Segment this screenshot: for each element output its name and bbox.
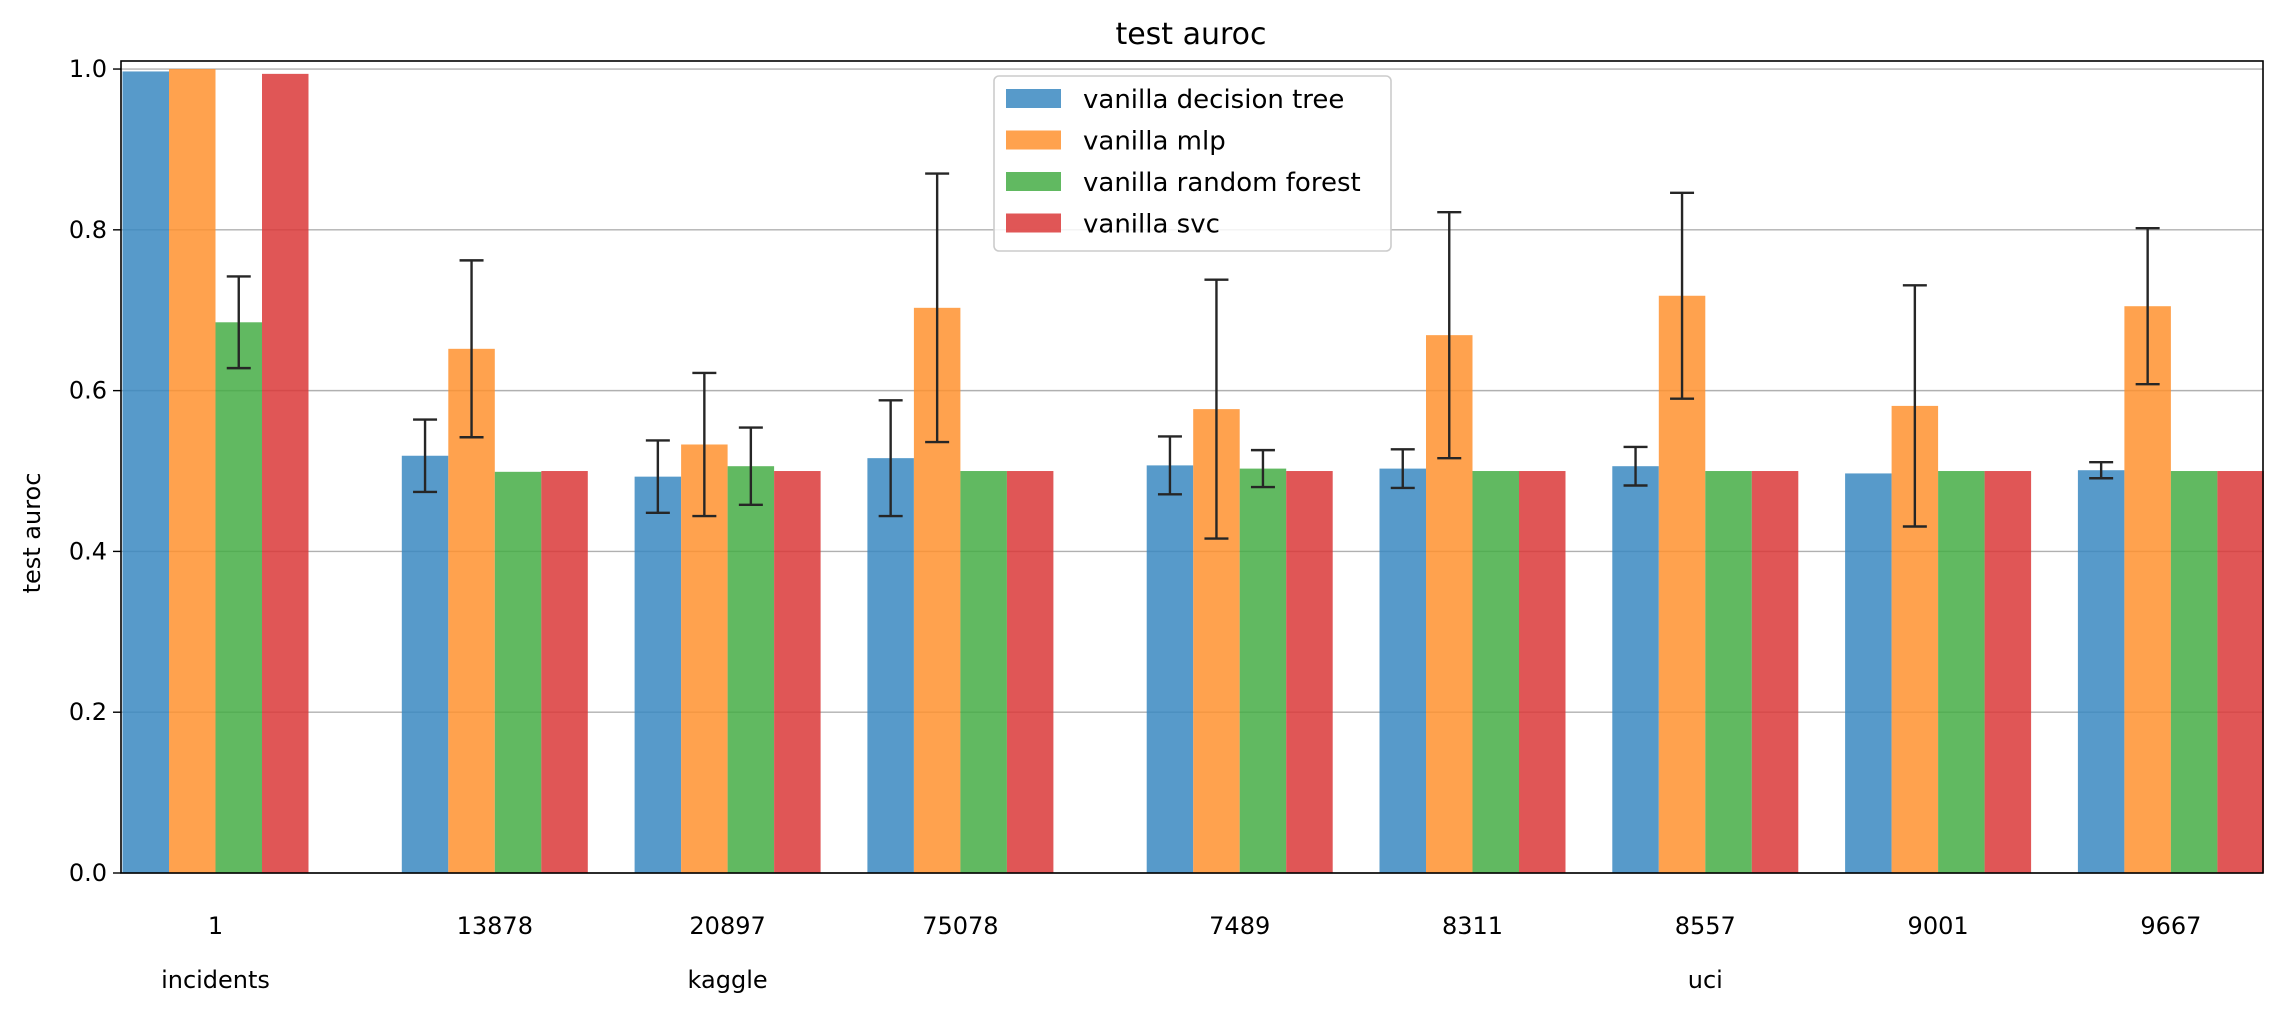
- y-tick-label: 0.0: [69, 859, 107, 887]
- x-tick-label: 7489: [1209, 912, 1270, 940]
- plot-frame: [120, 60, 2264, 874]
- x-tick-label: 8557: [1675, 912, 1736, 940]
- bar: [541, 471, 588, 873]
- bars: [122, 69, 2264, 874]
- bar: [169, 69, 216, 873]
- bar: [262, 73, 309, 874]
- x-tick-label: 75078: [922, 912, 998, 940]
- y-axis-ticks: 0.0 0.2 0.4 0.6 0.8 1.0: [69, 55, 121, 887]
- bar: [1845, 473, 1892, 873]
- bar: [1612, 466, 1659, 873]
- bar: [2170, 471, 2218, 873]
- bar: [215, 322, 262, 874]
- bar: [1984, 471, 2032, 873]
- bar: [960, 471, 1007, 873]
- legend-swatch: [1006, 89, 1061, 108]
- bar: [2124, 306, 2171, 874]
- bar: [2077, 470, 2125, 873]
- chart-title: test auroc: [1115, 17, 1266, 52]
- bar: [634, 476, 682, 873]
- x-group-label: kaggle: [688, 966, 768, 994]
- x-group-labels: incidents kaggle uci: [161, 966, 1723, 994]
- x-axis-ticks: 1 13878 20897 75078 7489 8311 8557 9001 9667: [208, 912, 2202, 940]
- legend-label: vanilla random forest: [1083, 168, 1361, 198]
- bar: [1286, 471, 1333, 873]
- bar: [1239, 468, 1287, 873]
- x-group-label: uci: [1688, 966, 1723, 994]
- error-bars: [226, 172, 2160, 540]
- bar: [1751, 471, 1799, 873]
- y-axis-label: test auroc: [18, 473, 46, 594]
- x-tick-label: 13878: [457, 912, 533, 940]
- legend-label: vanilla decision tree: [1083, 85, 1344, 115]
- bar: [1146, 465, 1194, 873]
- bar: [727, 466, 775, 873]
- bar: [1938, 471, 1985, 873]
- bar: [1379, 468, 1426, 873]
- y-tick-label: 0.6: [69, 377, 107, 405]
- bar: [867, 458, 914, 873]
- x-tick-label: 8311: [1442, 912, 1503, 940]
- x-group-label: incidents: [161, 966, 270, 994]
- bar: [1006, 471, 1054, 873]
- legend-label: vanilla svc: [1083, 210, 1220, 240]
- x-tick-label: 9667: [2140, 912, 2201, 940]
- bar: [2217, 471, 2264, 873]
- bar: [494, 471, 542, 873]
- bar: [122, 71, 169, 874]
- legend-swatch: [1006, 213, 1061, 233]
- bar: [1519, 471, 1566, 873]
- legend-label: vanilla mlp: [1083, 127, 1226, 157]
- bar: [1705, 471, 1752, 873]
- y-tick-label: 1.0: [69, 55, 107, 83]
- legend-box: [993, 75, 1392, 252]
- bar: [401, 455, 449, 873]
- legend-swatch: [1006, 130, 1061, 150]
- y-tick-label: 0.8: [69, 216, 107, 244]
- bar: [1472, 471, 1519, 873]
- x-tick-label: 9001: [1908, 912, 1969, 940]
- legend-swatch: [1006, 172, 1061, 191]
- x-tick-label: 20897: [689, 912, 765, 940]
- legend: vanilla decision tree vanilla mlp vanilla …: [993, 75, 1392, 252]
- x-tick-label: 1: [208, 912, 223, 940]
- y-tick-label: 0.4: [69, 537, 107, 565]
- bar: [774, 471, 821, 873]
- y-tick-label: 0.2: [69, 698, 107, 726]
